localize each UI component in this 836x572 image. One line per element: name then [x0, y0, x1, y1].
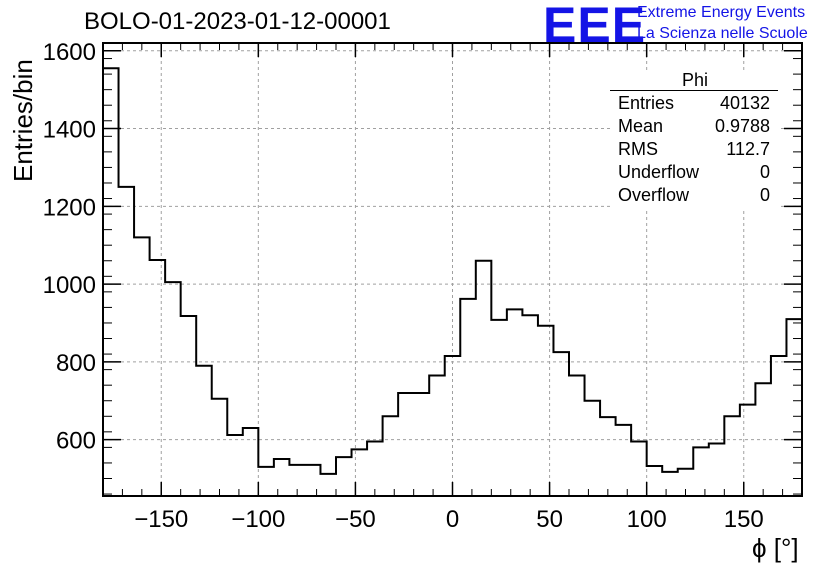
logo-line-2: La Scienza nelle Scuole: [637, 25, 808, 42]
stat-value: 0: [759, 185, 770, 205]
stat-label: Entries: [618, 93, 675, 113]
stat-label: RMS: [618, 139, 658, 159]
stat-value: 0.9788: [714, 116, 770, 136]
stat-value: 0: [759, 162, 770, 182]
stat-row-overflow: Overflow 0: [618, 185, 770, 206]
stat-label: Underflow: [618, 162, 700, 182]
y-tick-labels: 600 800 1000 1200 1400 1600: [43, 39, 96, 455]
stats-box: Phi Entries 40132 Mean 0.9788 RMS 112.7 …: [610, 70, 780, 210]
stat-row-underflow: Underflow 0: [618, 162, 770, 183]
x-tick-labels: −150 −100 −50 0 50 100 150: [134, 506, 764, 533]
x-tick-label: 150: [724, 506, 764, 533]
chart-title: BOLO-01-2023-01-12-00001: [84, 8, 391, 35]
stat-row-entries: Entries 40132: [618, 93, 770, 114]
histogram-line: [102, 67, 802, 496]
y-tick-label: 1600: [43, 39, 96, 66]
x-tick-label: 100: [627, 506, 667, 533]
y-tick-label: 600: [56, 428, 96, 455]
y-axis-label: Entries/bin: [8, 59, 38, 182]
x-tick-label: 50: [536, 506, 563, 533]
stats-title: Phi: [681, 70, 708, 90]
x-tick-label: 0: [446, 506, 459, 533]
axis-ticks: [102, 42, 803, 496]
x-axis-label: ϕ [°]: [752, 533, 799, 563]
y-tick-label: 1200: [43, 194, 96, 221]
stat-value: 112.7: [726, 139, 770, 159]
logo-line-1: Extreme Energy Events: [637, 4, 806, 21]
x-tick-label: −100: [231, 506, 285, 533]
stat-label: Mean: [618, 116, 664, 136]
eee-logo: EEE: [543, 0, 647, 53]
stat-row-mean: Mean 0.9788: [618, 116, 770, 137]
y-tick-label: 1000: [43, 272, 96, 299]
x-tick-label: −150: [134, 506, 188, 533]
stats-divider: [610, 90, 778, 91]
y-tick-label: 800: [56, 350, 96, 377]
stat-row-rms: RMS 112.7: [618, 139, 770, 160]
stat-value: 40132: [719, 93, 770, 113]
y-tick-label: 1400: [43, 117, 96, 144]
stat-label: Overflow: [618, 185, 690, 205]
x-tick-label: −50: [335, 506, 376, 533]
